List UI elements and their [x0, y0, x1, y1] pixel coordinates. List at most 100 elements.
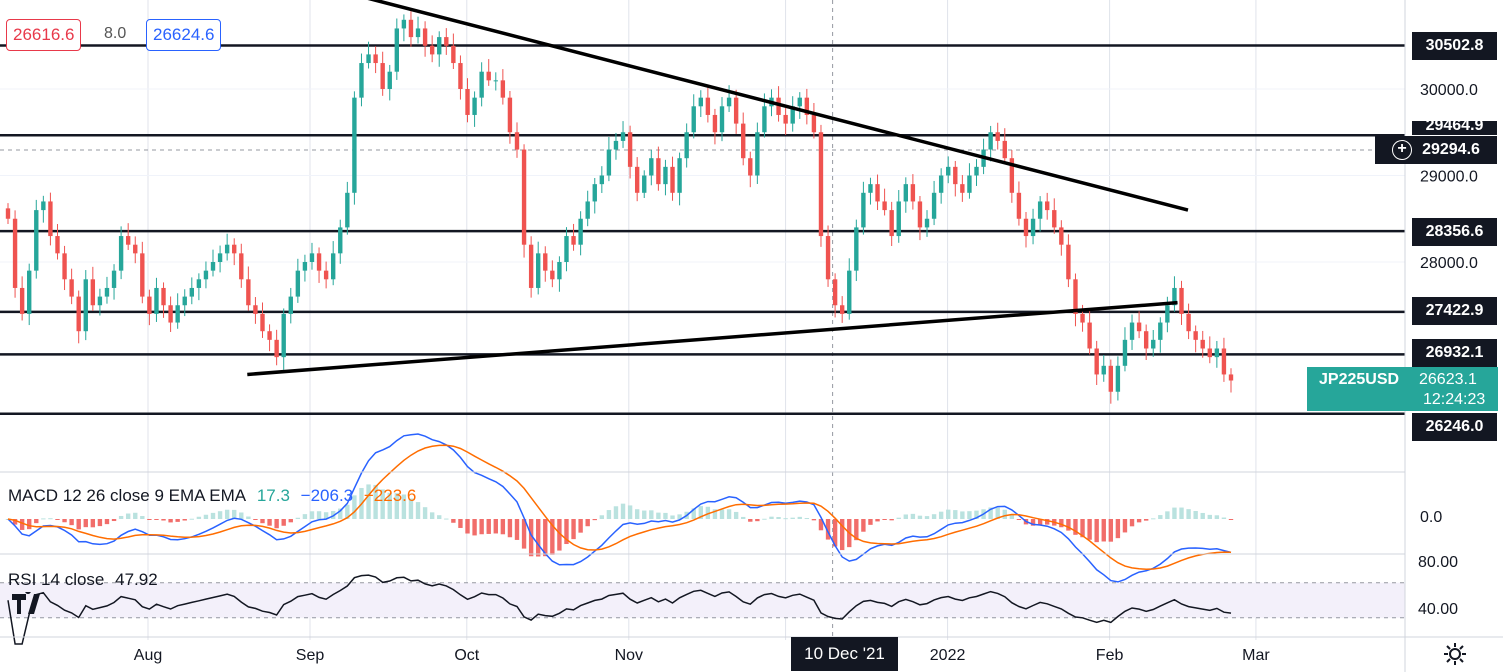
- candle: [1080, 313, 1085, 323]
- macd-histogram-bar: [217, 511, 223, 519]
- candle: [882, 201, 887, 211]
- macd-histogram-bar: [726, 509, 732, 519]
- macd-histogram-bar: [1115, 519, 1121, 539]
- macd-histogram-bar: [281, 519, 286, 526]
- level-label-27422: 27422.9: [1412, 297, 1497, 325]
- settings-icon[interactable]: [1442, 641, 1468, 667]
- candle: [5, 208, 11, 219]
- macd-histogram-bar: [373, 484, 378, 519]
- macd-histogram-bar: [1151, 518, 1156, 520]
- candle: [330, 253, 336, 280]
- candle: [19, 287, 25, 314]
- candle: [147, 296, 152, 314]
- bar-countdown: 12:24:23: [1423, 391, 1486, 408]
- candle: [429, 45, 435, 55]
- y-tick-label: 29000.0: [1420, 169, 1478, 186]
- candle: [175, 305, 180, 323]
- macd-histogram-bar: [946, 509, 951, 519]
- candle: [931, 192, 937, 219]
- macd-histogram-bar: [634, 509, 640, 519]
- macd-histogram-bar: [677, 514, 682, 519]
- macd-legend[interactable]: MACD 12 26 close 9 EMA EMA 17.3 −206.3 −…: [8, 486, 422, 506]
- candle: [55, 236, 60, 254]
- macd-histogram-bar: [1172, 507, 1177, 519]
- trendline: [367, 0, 1189, 212]
- macd-histogram-bar: [1129, 519, 1135, 527]
- candle: [1045, 201, 1050, 211]
- macd-histogram-bar: [295, 517, 301, 519]
- candle: [578, 218, 583, 245]
- candle: [528, 244, 534, 288]
- macd-histogram-bar: [34, 519, 39, 524]
- macd-histogram-bar: [1108, 519, 1114, 542]
- candle: [755, 132, 760, 176]
- macd-histogram-bar: [1186, 509, 1191, 519]
- candle: [712, 114, 718, 133]
- candle: [1101, 365, 1106, 375]
- macd-histogram-bar: [1101, 519, 1106, 542]
- macd-histogram-bar: [210, 512, 216, 519]
- macd-histogram-bar: [1193, 511, 1198, 519]
- macd-histogram-bar: [691, 508, 696, 519]
- candle: [861, 192, 866, 228]
- candle: [295, 270, 301, 297]
- macd-histogram-bar: [486, 519, 491, 534]
- candle: [408, 19, 414, 38]
- candle: [776, 97, 781, 115]
- macd-histogram-bar: [755, 519, 760, 522]
- candle: [1143, 331, 1149, 349]
- macd-histogram-bar: [41, 518, 46, 520]
- macd-histogram-bar: [429, 512, 435, 519]
- macd-histogram-bar: [974, 510, 979, 519]
- macd-histogram-bar: [309, 511, 315, 519]
- macd-histogram-bar: [585, 519, 590, 527]
- add-icon[interactable]: +: [1392, 139, 1413, 160]
- candle: [896, 201, 901, 237]
- macd-histogram-bar: [854, 519, 859, 541]
- candle: [246, 279, 251, 306]
- macd-histogram-bar: [104, 519, 110, 525]
- candle: [90, 279, 96, 306]
- candle: [394, 28, 400, 72]
- macd-histogram-bar: [550, 519, 555, 555]
- macd-histogram-bar: [1037, 519, 1043, 525]
- sell-price-button[interactable]: 26616.6: [6, 19, 82, 51]
- macd-histogram-bar: [790, 517, 795, 519]
- candle: [352, 97, 357, 193]
- candle: [323, 270, 329, 280]
- candle: [387, 71, 392, 89]
- candle: [946, 166, 951, 176]
- macd-histogram-bar: [1165, 511, 1170, 519]
- candle: [125, 236, 131, 245]
- macd-histogram-bar: [741, 516, 746, 519]
- candle: [726, 97, 732, 107]
- buy-price-button[interactable]: 26624.6: [146, 19, 222, 51]
- candle: [182, 296, 187, 306]
- candle: [995, 132, 1000, 141]
- macd-histogram-bar: [642, 510, 647, 519]
- candle: [642, 175, 647, 193]
- x-tick-label: Sep: [296, 647, 325, 664]
- macd-histogram-bar: [175, 519, 180, 522]
- rsi-legend[interactable]: RSI 14 close 47.92: [8, 570, 164, 590]
- candle: [111, 270, 117, 288]
- trendline: [247, 300, 1178, 377]
- macd-histogram-bar: [903, 514, 909, 519]
- level-label-26246: 26246.0: [1412, 413, 1497, 441]
- macd-histogram-bar: [1045, 519, 1050, 525]
- macd-histogram-bar: [1136, 519, 1142, 523]
- candle: [338, 227, 343, 254]
- macd-histogram-bar: [111, 519, 117, 522]
- macd-histogram-bar: [825, 519, 831, 540]
- macd-histogram-bar: [818, 519, 824, 531]
- candle: [104, 287, 110, 297]
- macd-histogram-bar: [401, 494, 407, 519]
- candle: [557, 262, 562, 280]
- candle: [493, 80, 498, 82]
- candle: [839, 305, 845, 314]
- candle: [422, 28, 428, 46]
- macd-histogram-bar: [352, 495, 357, 519]
- macd-histogram-bar: [797, 516, 802, 519]
- candle: [133, 244, 138, 254]
